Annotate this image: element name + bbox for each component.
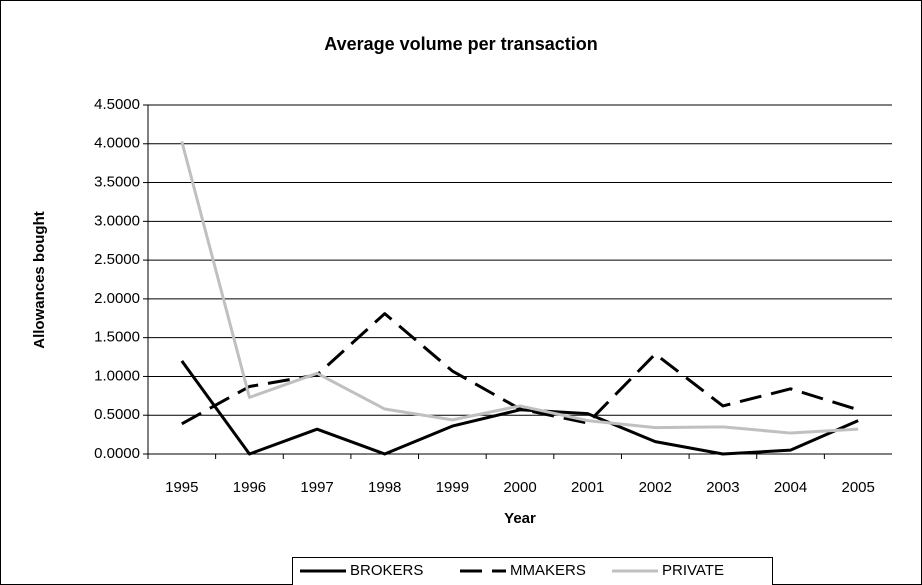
y-tick-label: 3.0000 (94, 212, 140, 229)
x-tick-label: 2002 (639, 479, 672, 496)
x-tick-label: 2004 (774, 479, 807, 496)
x-tick-label: 2005 (841, 479, 874, 496)
x-tick-label: 1996 (233, 479, 266, 496)
x-axis-label: Year (504, 510, 536, 527)
y-axis-label: Allowances bought (31, 211, 48, 349)
x-tick-label: 2003 (706, 479, 739, 496)
series-line (181, 312, 859, 426)
legend-box (292, 557, 773, 585)
y-tick-label: 1.0000 (94, 367, 140, 384)
y-tick-label: 1.5000 (94, 329, 140, 346)
y-tick-label: 2.0000 (94, 290, 140, 307)
series-line (180, 141, 859, 435)
x-tick-label: 1995 (165, 479, 198, 496)
x-tick-label: 1999 (436, 479, 469, 496)
y-tick-label: 4.5000 (94, 96, 140, 113)
y-tick-label: 4.0000 (94, 135, 140, 152)
legend-label: BROKERS (350, 562, 423, 579)
chart-title: Average volume per transaction (324, 34, 597, 54)
y-tick-label: 3.5000 (94, 174, 140, 191)
x-tick-label: 2001 (571, 479, 604, 496)
x-tick-label: 2000 (503, 479, 536, 496)
x-tick-label: 1998 (368, 479, 401, 496)
legend-label: PRIVATE (662, 562, 724, 579)
y-tick-label: 0.0000 (94, 445, 140, 462)
x-tick-label: 1997 (300, 479, 333, 496)
legend-label: MMAKERS (510, 562, 586, 579)
y-tick-label: 2.5000 (94, 251, 140, 268)
y-tick-label: 0.5000 (94, 406, 140, 423)
